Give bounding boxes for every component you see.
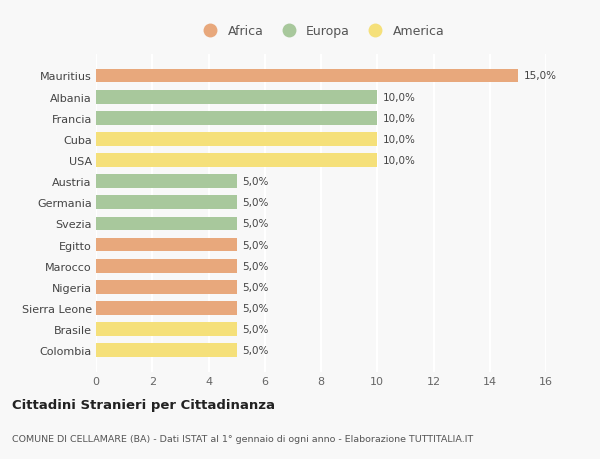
Bar: [96, 133, 377, 146]
Text: 10,0%: 10,0%: [383, 113, 416, 123]
Bar: [96, 175, 236, 189]
Bar: [96, 238, 236, 252]
Text: 5,0%: 5,0%: [242, 282, 269, 292]
Bar: [96, 259, 236, 273]
Text: 5,0%: 5,0%: [242, 219, 269, 229]
Text: 5,0%: 5,0%: [242, 303, 269, 313]
Text: 10,0%: 10,0%: [383, 134, 416, 145]
Text: 5,0%: 5,0%: [242, 325, 269, 335]
Text: 5,0%: 5,0%: [242, 346, 269, 356]
Bar: [96, 344, 236, 358]
Text: 10,0%: 10,0%: [383, 92, 416, 102]
Bar: [96, 196, 236, 210]
Text: Cittadini Stranieri per Cittadinanza: Cittadini Stranieri per Cittadinanza: [12, 398, 275, 412]
Bar: [96, 280, 236, 294]
Bar: [96, 302, 236, 315]
Bar: [96, 112, 377, 125]
Bar: [96, 323, 236, 336]
Text: 5,0%: 5,0%: [242, 240, 269, 250]
Text: 5,0%: 5,0%: [242, 198, 269, 208]
Bar: [96, 90, 377, 104]
Text: 15,0%: 15,0%: [523, 71, 557, 81]
Bar: [96, 69, 518, 83]
Text: 5,0%: 5,0%: [242, 261, 269, 271]
Text: 5,0%: 5,0%: [242, 177, 269, 187]
Bar: [96, 217, 236, 231]
Legend: Africa, Europa, America: Africa, Europa, America: [193, 20, 449, 43]
Text: 10,0%: 10,0%: [383, 156, 416, 166]
Text: COMUNE DI CELLAMARE (BA) - Dati ISTAT al 1° gennaio di ogni anno - Elaborazione : COMUNE DI CELLAMARE (BA) - Dati ISTAT al…: [12, 434, 473, 442]
Bar: [96, 154, 377, 168]
